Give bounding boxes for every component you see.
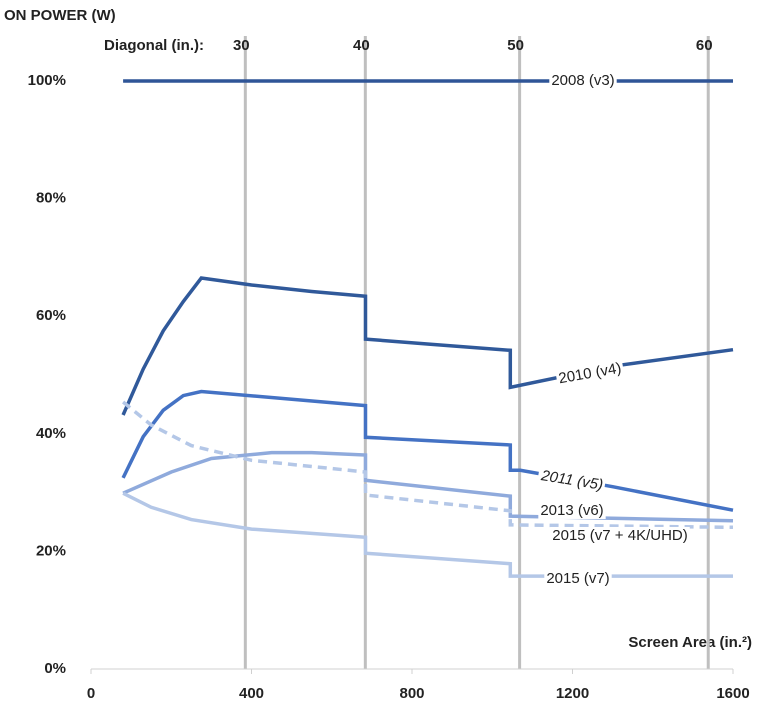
y-tick-label: 60% [36,307,66,324]
series-line [122,450,734,523]
label-background [537,466,607,495]
x-tick-label: 1600 [716,685,749,702]
series-label: 2008 (v3) [549,71,617,89]
series-label-text: 2013 (v6) [540,502,603,519]
y-tick-label: 20% [36,542,66,559]
x-tick-label: 0 [87,685,95,702]
label-background [538,501,606,519]
x-tick-label: 800 [399,685,424,702]
series-label-text: 2008 (v3) [551,72,614,89]
series-line [122,491,733,578]
x2-tick-label: 50 [507,37,524,54]
series-label-text: 2015 (v7) [546,570,609,587]
series-label: 2013 (v6) [538,501,606,519]
y-tick-label: 0% [44,660,66,677]
series-line [121,400,734,530]
label-background [544,569,612,587]
series-label: 2010 (v4) [555,359,625,388]
series-line [121,276,734,416]
label-background [555,359,625,388]
grid [243,36,710,669]
series-label: 2015 (v7) [544,569,612,587]
x2-tick-label: 30 [233,37,250,54]
series-label-text: 2010 (v4) [557,360,622,388]
y-tick-label: 80% [36,190,66,207]
series-label: 2011 (v5) [537,466,607,495]
x2-tick-label: 40 [353,37,370,54]
y-tick-label: 40% [36,425,66,442]
series-line [121,389,734,512]
x2-axis-label: Diagonal (in.): [104,37,204,54]
series-label-text: 2011 (v5) [539,467,604,494]
chart-title: ON POWER (W) [4,7,116,24]
label-background [549,71,617,89]
y-tick-label: 100% [28,72,66,89]
x2-tick-label: 60 [696,37,713,54]
series-label-text: 2015 (v7 + 4K/UHD) [552,527,687,544]
x-tick-label: 1200 [556,685,589,702]
series-label: 2015 (v7 + 4K/UHD) [550,526,690,544]
label-background [550,526,690,544]
x-tick-label: 400 [239,685,264,702]
x-axis-label: Screen Area (in.²) [628,634,752,651]
